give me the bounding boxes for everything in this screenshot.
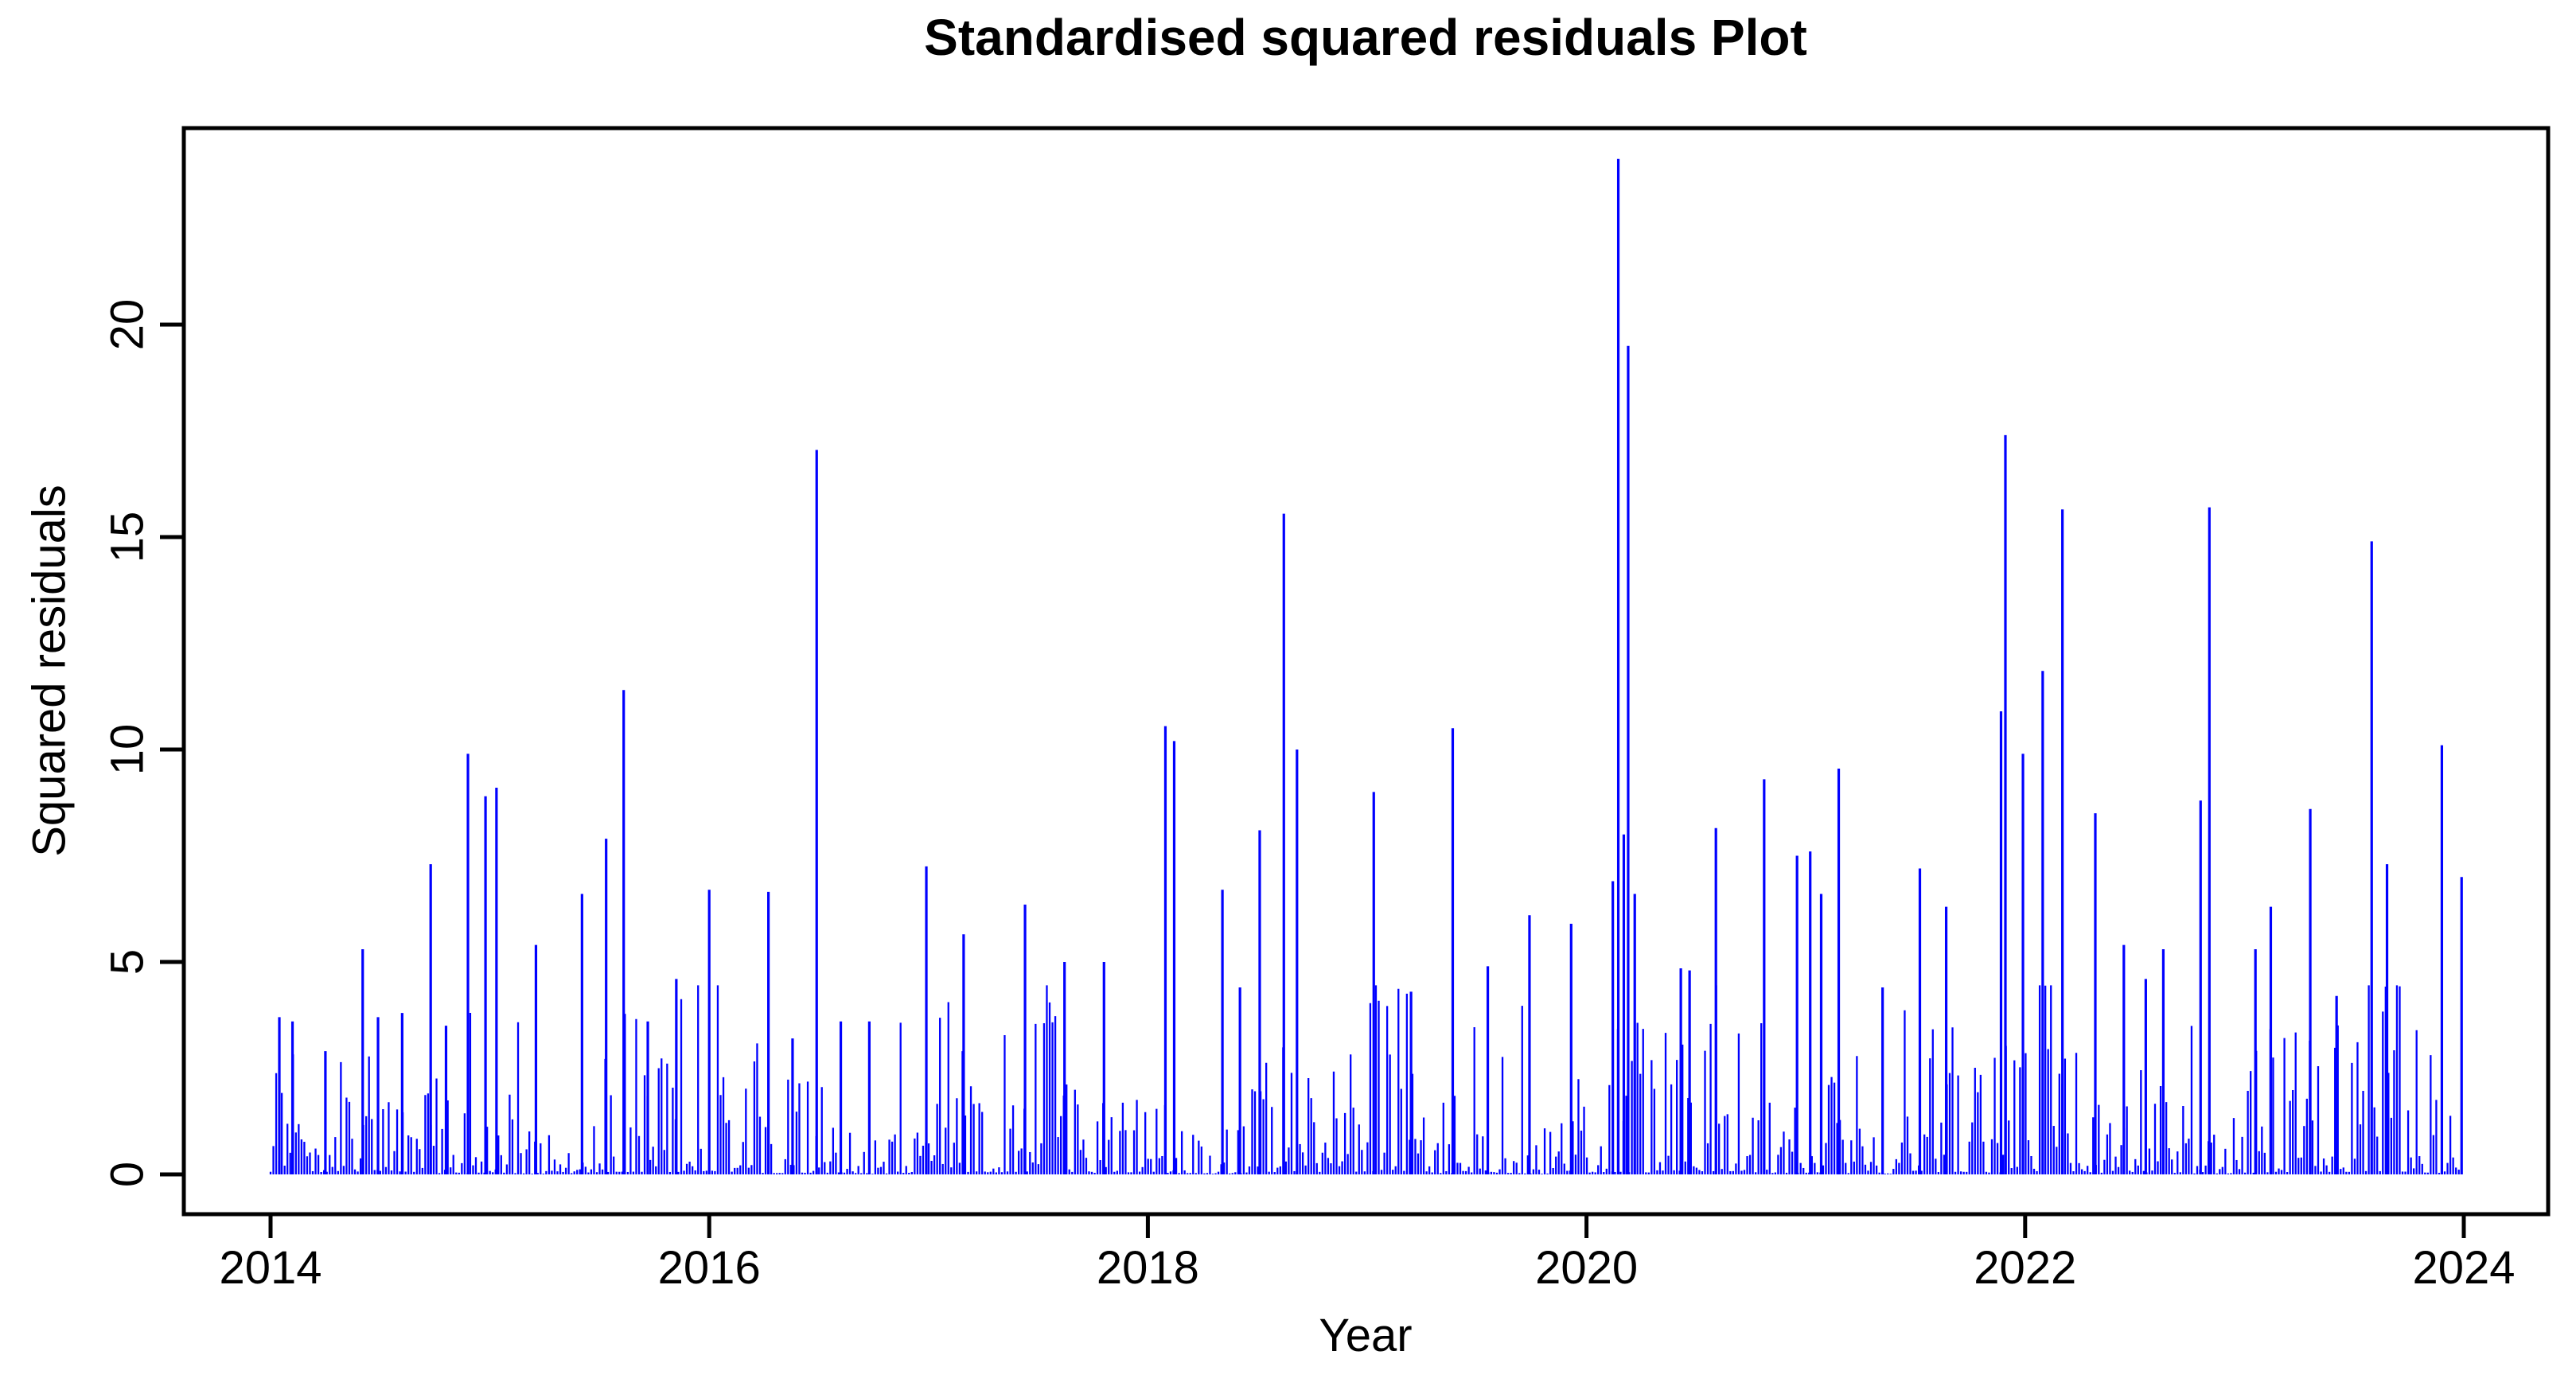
- x-tick-label: 2016: [657, 1242, 761, 1294]
- y-tick-label: 5: [101, 948, 154, 975]
- x-tick-label: 2018: [1096, 1242, 1199, 1294]
- y-tick-label: 15: [101, 511, 154, 563]
- x-tick-label: 2020: [1535, 1242, 1639, 1294]
- x-tick-label: 2024: [2412, 1242, 2516, 1294]
- x-axis-title: Year: [1319, 1310, 1413, 1361]
- plot-frame: [181, 126, 2551, 1217]
- x-tick-label: 2014: [219, 1242, 322, 1294]
- y-axis-title: Squared residuals: [23, 485, 76, 857]
- chart-title: Standardised squared residuals Plot: [924, 9, 1807, 66]
- y-tick-label: 0: [101, 1161, 154, 1188]
- y-tick-label: 20: [101, 298, 154, 351]
- y-tick-label: 10: [101, 723, 154, 776]
- x-tick-label: 2022: [1974, 1242, 2077, 1294]
